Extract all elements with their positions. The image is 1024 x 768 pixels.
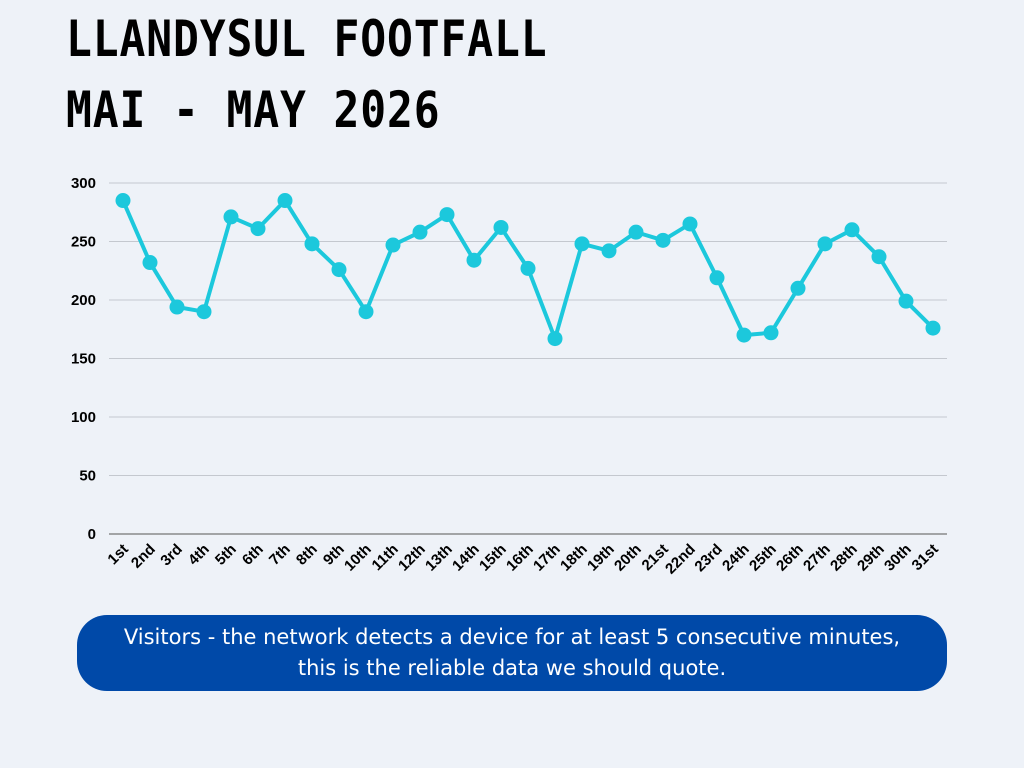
- x-tick-label: 24th: [719, 541, 753, 575]
- data-point: [331, 262, 347, 278]
- page-title: LLANDYSUL FOOTFALL MAI - MAY 2026: [66, 4, 547, 146]
- y-tick-label: 100: [71, 409, 96, 426]
- data-point: [115, 193, 131, 209]
- x-tick-label: 13th: [422, 541, 456, 575]
- data-point: [682, 216, 698, 232]
- data-point: [925, 320, 941, 336]
- data-point: [304, 236, 320, 252]
- x-tick-label: 6th: [239, 541, 267, 569]
- x-tick-label: 12th: [395, 541, 429, 575]
- x-tick-label: 19th: [584, 541, 618, 575]
- x-tick-label: 26th: [773, 541, 807, 575]
- x-tick-label: 30th: [881, 541, 915, 575]
- x-tick-label: 25th: [746, 541, 780, 575]
- x-tick-label: 5th: [212, 541, 240, 569]
- x-tick-label: 14th: [449, 541, 483, 575]
- data-point: [574, 236, 590, 252]
- data-point: [142, 255, 158, 271]
- x-tick-label: 11th: [369, 541, 402, 574]
- data-point: [790, 280, 806, 296]
- data-point: [277, 193, 293, 209]
- data-point: [844, 222, 860, 238]
- x-tick-label: 17th: [530, 541, 564, 575]
- chart-series: [115, 193, 941, 347]
- x-tick-label: 20th: [611, 541, 645, 575]
- note-line-1: Visitors - the network detects a device …: [123, 625, 901, 649]
- note-line-2: this is the reliable data we should quot…: [297, 656, 727, 680]
- data-point: [439, 207, 455, 223]
- title-line-2: MAI - MAY 2026: [66, 81, 441, 139]
- data-point: [520, 260, 536, 276]
- x-tick-label: 4th: [185, 541, 213, 569]
- data-point: [223, 209, 239, 225]
- x-tick-label: 18th: [557, 541, 591, 575]
- data-point: [655, 232, 671, 248]
- x-tick-label: 15th: [476, 541, 510, 575]
- x-tick-label: 28th: [827, 541, 861, 575]
- data-point: [358, 304, 374, 320]
- x-tick-label: 29th: [854, 541, 888, 575]
- y-tick-label: 250: [71, 234, 96, 251]
- y-tick-label: 200: [71, 292, 96, 309]
- data-point: [601, 243, 617, 259]
- x-tick-label: 23rd: [691, 541, 725, 575]
- data-point: [547, 331, 563, 347]
- data-point: [169, 299, 185, 315]
- data-point: [466, 252, 482, 268]
- y-tick-label: 300: [71, 175, 96, 192]
- title-line-1: LLANDYSUL FOOTFALL: [66, 10, 548, 68]
- data-point: [493, 219, 509, 235]
- x-tick-label: 3rd: [157, 541, 186, 570]
- data-point: [709, 270, 725, 286]
- y-tick-label: 0: [88, 526, 96, 543]
- data-point: [871, 249, 887, 265]
- x-tick-label: 22nd: [662, 541, 699, 578]
- data-point: [385, 237, 401, 253]
- data-point: [628, 224, 644, 240]
- x-tick-label: 27th: [800, 541, 834, 575]
- data-point: [250, 221, 266, 237]
- y-tick-label: 150: [71, 351, 96, 368]
- x-tick-label: 2nd: [128, 541, 159, 572]
- data-point: [898, 293, 914, 309]
- data-point: [196, 304, 212, 320]
- chart-gridlines: [109, 182, 947, 535]
- x-tick-label: 31st: [909, 541, 942, 574]
- y-axis-ticks: 0 50 100 150 200 250 300: [71, 175, 96, 543]
- visitors-note: Visitors - the network detects a device …: [77, 615, 947, 691]
- y-tick-label: 50: [79, 468, 96, 485]
- x-tick-label: 16th: [503, 541, 537, 575]
- data-point: [412, 224, 428, 240]
- x-tick-label: 8th: [293, 541, 321, 569]
- data-point: [817, 236, 833, 252]
- x-tick-label: 1st: [104, 541, 131, 568]
- x-tick-label: 7th: [266, 541, 294, 569]
- x-tick-label: 10th: [341, 541, 375, 575]
- data-point: [736, 327, 752, 343]
- data-point: [763, 325, 779, 341]
